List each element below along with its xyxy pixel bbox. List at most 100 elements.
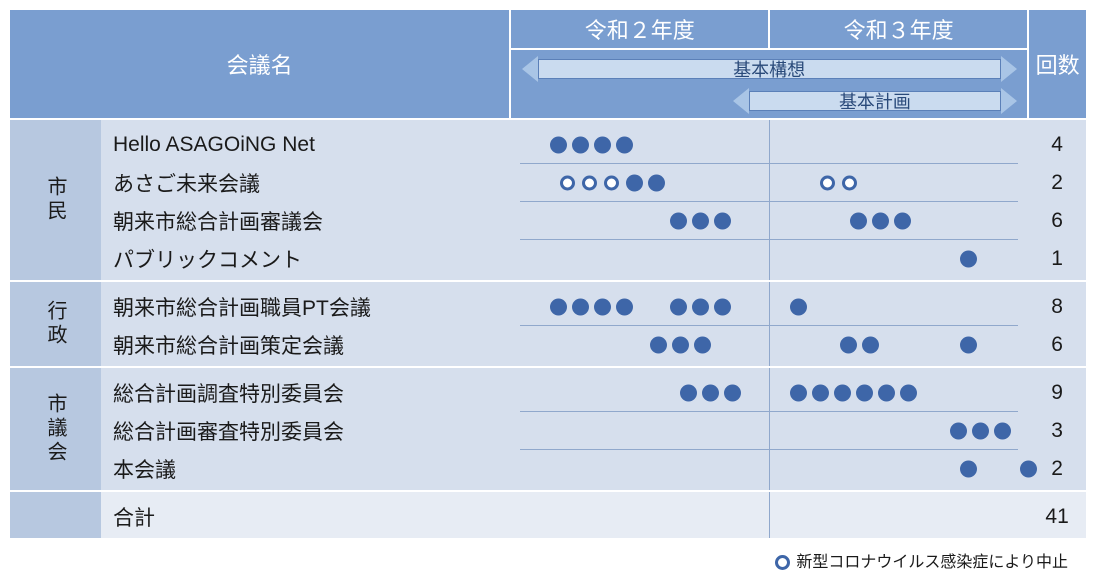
dot-held-icon [900,384,917,401]
dot-cancelled-icon [604,175,619,190]
count-value: 1 [1028,240,1086,278]
header-count: 回数 [1028,9,1087,119]
timeline-row [520,202,1018,240]
dot-held-icon [850,212,867,229]
count-value: 3 [1028,412,1086,450]
total-cat-cell [9,491,101,539]
meeting-name: 総合計画審査特別委員会 [101,412,510,450]
dot-held-icon [714,212,731,229]
category-label: 市民 [41,176,70,224]
dot-held-icon [856,384,873,401]
dot-held-icon [626,174,643,191]
dot-held-icon [648,174,665,191]
count-value: 9 [1028,374,1086,412]
meeting-name: 本会議 [101,450,510,488]
group-row: 市民 Hello ASAGOiNG Netあさご未来会議朝来市総合計画審議会パブリ… [9,119,1087,281]
legend-text: 新型コロナウイルス感染症により中止 [796,554,1068,571]
counts-cell: 932 [1028,367,1087,491]
timeline-row [520,240,1018,278]
total-timeline-cell [510,491,1028,539]
band-basic-concept-label: 基本構想 [538,59,1001,79]
meeting-name: あさご未来会議 [101,164,510,202]
timeline-cell [510,281,1028,367]
dot-held-icon [594,136,611,153]
dot-held-icon [840,337,857,354]
band-basic-concept: 基本構想 [522,56,1017,82]
meeting-name: 総合計画調査特別委員会 [101,374,510,412]
timeline-cell [510,119,1028,281]
dot-held-icon [572,136,589,153]
band-basic-plan: 基本計画 [733,88,1017,114]
meeting-name: 朝来市総合計画策定会議 [101,326,510,364]
dot-held-icon [972,422,989,439]
dot-held-icon [680,384,697,401]
dot-held-icon [950,422,967,439]
total-timeline-row [520,498,1018,536]
counts-cell: 4261 [1028,119,1087,281]
total-row: 合計 41 [9,491,1087,539]
header-timeline: 基本構想 基本計画 [510,49,1028,119]
category-cell: 市民 [9,119,101,281]
legend: 新型コロナウイルス感染症により中止 [8,540,1088,572]
timeline-row [520,288,1018,326]
count-value: 6 [1028,202,1086,240]
total-count-cell: 41 [1028,491,1087,539]
dot-held-icon [672,337,689,354]
dot-held-icon [616,136,633,153]
legend-hollow-dot-icon [775,555,790,570]
dot-held-icon [790,384,807,401]
dot-held-icon [862,337,879,354]
counts-cell: 86 [1028,281,1087,367]
total-value: 41 [1028,498,1086,536]
dot-held-icon [550,136,567,153]
dot-held-icon [724,384,741,401]
total-name-cell: 合計 [101,491,510,539]
category-cell: 行政 [9,281,101,367]
meeting-name: Hello ASAGOiNG Net [101,126,510,164]
dot-cancelled-icon [842,175,857,190]
count-value: 4 [1028,126,1086,164]
dot-cancelled-icon [820,175,835,190]
dot-cancelled-icon [560,175,575,190]
band-basic-plan-label: 基本計画 [749,91,1001,111]
dot-held-icon [670,212,687,229]
dot-held-icon [702,384,719,401]
dot-held-icon [650,337,667,354]
header-year2: 令和３年度 [769,9,1028,49]
timeline-row [520,126,1018,164]
category-label: 市議会 [41,393,70,465]
timeline-row [520,326,1018,364]
dot-held-icon [834,384,851,401]
group-row: 市議会 総合計画調査特別委員会総合計画審査特別委員会本会議 932 [9,367,1087,491]
dot-held-icon [714,298,731,315]
category-label: 行政 [41,300,70,348]
header-row: 会議名 令和２年度 令和３年度 回数 [9,9,1087,49]
dot-held-icon [878,384,895,401]
dot-held-icon [550,298,567,315]
dot-held-icon [692,298,709,315]
dot-held-icon [694,337,711,354]
timeline-row [520,450,1018,488]
names-cell: Hello ASAGOiNG Netあさご未来会議朝来市総合計画審議会パブリック… [101,119,510,281]
dot-held-icon [790,298,807,315]
dot-held-icon [572,298,589,315]
dot-held-icon [872,212,889,229]
dot-held-icon [692,212,709,229]
header-year1: 令和２年度 [510,9,769,49]
count-value: 8 [1028,288,1086,326]
meeting-name: 朝来市総合計画審議会 [101,202,510,240]
dot-held-icon [670,298,687,315]
meeting-name: 朝来市総合計画職員PT会議 [101,288,510,326]
timeline-row [520,374,1018,412]
dot-held-icon [594,298,611,315]
schedule-table: 会議名 令和２年度 令和３年度 回数 基本構想 基本計画 市民 Hello ASA… [8,8,1088,540]
category-cell: 市議会 [9,367,101,491]
dot-held-icon [894,212,911,229]
dot-held-icon [1020,461,1037,478]
dot-held-icon [616,298,633,315]
timeline-row [520,412,1018,450]
timeline-cell [510,367,1028,491]
header-meeting-name: 会議名 [9,9,510,119]
dot-cancelled-icon [582,175,597,190]
dot-held-icon [960,337,977,354]
